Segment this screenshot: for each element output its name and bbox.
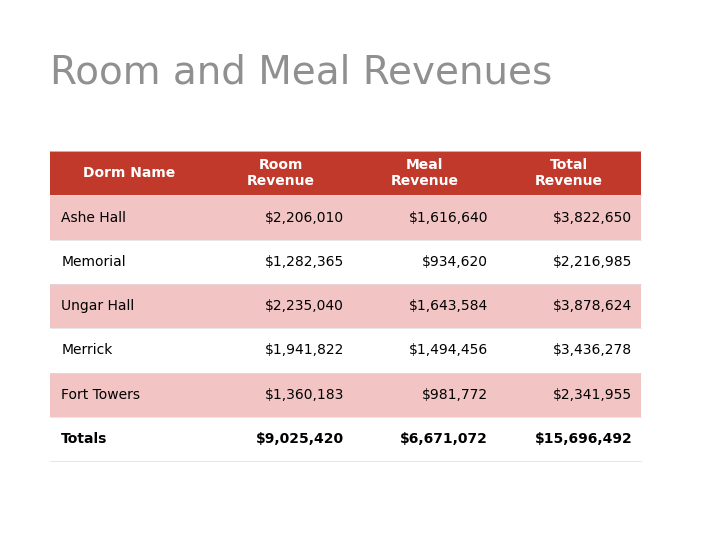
- Text: $2,235,040: $2,235,040: [265, 299, 344, 313]
- Text: Room and Meal Revenues: Room and Meal Revenues: [50, 54, 553, 92]
- Text: $3,878,624: $3,878,624: [553, 299, 632, 313]
- Text: $2,216,985: $2,216,985: [553, 255, 632, 269]
- Text: $1,643,584: $1,643,584: [409, 299, 488, 313]
- Text: $1,616,640: $1,616,640: [409, 211, 488, 225]
- Text: Meal
Revenue: Meal Revenue: [391, 158, 459, 188]
- Text: Total
Revenue: Total Revenue: [535, 158, 603, 188]
- Text: $934,620: $934,620: [422, 255, 488, 269]
- Text: $1,360,183: $1,360,183: [265, 388, 344, 402]
- Text: $2,341,955: $2,341,955: [553, 388, 632, 402]
- Text: Fort Towers: Fort Towers: [61, 388, 140, 402]
- Text: $1,282,365: $1,282,365: [265, 255, 344, 269]
- Text: Memorial: Memorial: [61, 255, 126, 269]
- Text: $3,822,650: $3,822,650: [553, 211, 632, 225]
- Text: $3,436,278: $3,436,278: [553, 343, 632, 357]
- Text: Merrick: Merrick: [61, 343, 112, 357]
- Text: Dorm Name: Dorm Name: [84, 166, 176, 180]
- Text: Ungar Hall: Ungar Hall: [61, 299, 135, 313]
- Text: Totals: Totals: [61, 432, 107, 446]
- Text: $981,772: $981,772: [422, 388, 488, 402]
- Text: $2,206,010: $2,206,010: [265, 211, 344, 225]
- Text: Room
Revenue: Room Revenue: [247, 158, 315, 188]
- Text: $1,941,822: $1,941,822: [265, 343, 344, 357]
- Text: $9,025,420: $9,025,420: [256, 432, 344, 446]
- Text: Ashe Hall: Ashe Hall: [61, 211, 126, 225]
- Text: $15,696,492: $15,696,492: [534, 432, 632, 446]
- Text: $6,671,072: $6,671,072: [400, 432, 488, 446]
- Text: $1,494,456: $1,494,456: [409, 343, 488, 357]
